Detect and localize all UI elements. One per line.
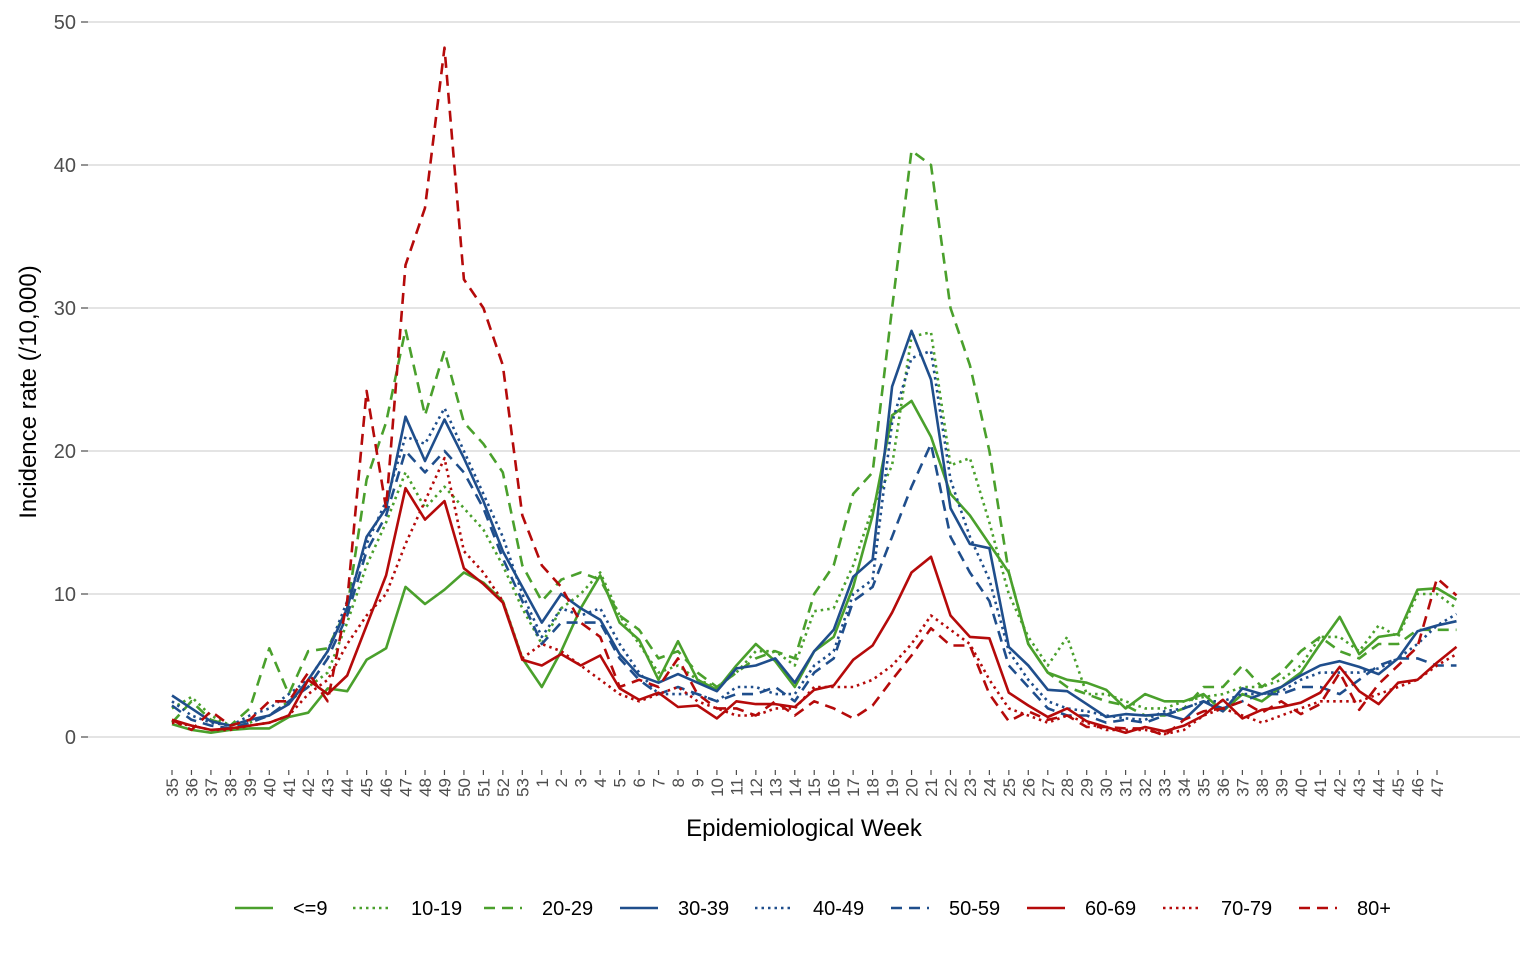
x-tick-label: 45 (1389, 778, 1408, 797)
x-tick-label: 35 (163, 778, 182, 797)
x-axis-title: Epidemiological Week (686, 815, 923, 842)
x-tick-label: 44 (338, 778, 357, 797)
y-tick-label: 50 (54, 12, 76, 34)
x-tick-label: 44 (1370, 778, 1389, 797)
series-line-2 (171, 330, 1458, 727)
x-tick-label: 53 (513, 778, 532, 797)
legend-label-9: 80+ (1357, 898, 1391, 920)
x-tick-label: 34 (1175, 778, 1194, 797)
x-tick-label: 19 (883, 778, 902, 797)
series-line-3 (171, 149, 1457, 727)
x-tick-label: 10 (708, 778, 727, 797)
x-tick-label: 43 (319, 778, 338, 797)
x-tick-label: 21 (922, 778, 941, 797)
x-tick-label: 46 (377, 778, 396, 797)
legend-label-2: 10-19 (411, 898, 462, 920)
x-tick-label: 41 (280, 778, 299, 797)
x-tick-label: 37 (202, 778, 221, 797)
x-tick-label: 38 (221, 778, 240, 797)
x-tick-label: 35 (1194, 778, 1213, 797)
x-tick-label: 36 (182, 778, 201, 797)
x-tick-label: 17 (844, 778, 863, 797)
x-tick-label: 2 (552, 778, 571, 787)
x-tick-label: 47 (397, 778, 416, 797)
x-tick-label: 40 (1292, 778, 1311, 797)
x-tick-label: 33 (1156, 778, 1175, 797)
legend-label-6: 50-59 (949, 898, 1000, 920)
x-tick-label: 5 (611, 778, 630, 787)
x-tick-label: 52 (494, 778, 513, 797)
x-tick-label: 13 (766, 778, 785, 797)
series-lines (171, 46, 1458, 737)
x-tick-label: 22 (941, 778, 960, 797)
x-tick-label: 36 (1214, 778, 1233, 797)
series-line-8 (171, 456, 1458, 736)
gridlines (88, 21, 1520, 738)
y-tick-label: 0 (65, 727, 76, 749)
x-tick-label: 51 (474, 778, 493, 797)
x-tick-label: 38 (1253, 778, 1272, 797)
x-tick-label: 7 (650, 778, 669, 787)
x-axis: 35 36 37 38 39 40 41 42 43 44 45 46 47 48 49 50 51 52 53 1 2… (163, 770, 1447, 797)
x-tick-label: 30 (1097, 778, 1116, 797)
x-tick-label: 45 (358, 778, 377, 797)
series-line-7 (171, 486, 1458, 735)
x-tick-label: 42 (299, 778, 318, 797)
x-tick-label: 47 (1428, 778, 1447, 797)
series-line-6 (171, 442, 1457, 730)
x-tick-label: 26 (1019, 778, 1038, 797)
x-tick-label: 49 (435, 778, 454, 797)
x-tick-label: 39 (241, 778, 260, 797)
y-tick-label: 30 (54, 298, 76, 320)
x-tick-label: 4 (591, 778, 610, 787)
y-axis: 0 10 20 30 40 50 (54, 12, 88, 749)
x-tick-label: 12 (747, 778, 766, 797)
x-tick-label: 37 (1233, 778, 1252, 797)
legend-label-1: <=9 (293, 898, 327, 920)
x-tick-label: 48 (416, 778, 435, 797)
y-tick-label: 10 (54, 584, 76, 606)
legend-label-8: 70-79 (1221, 898, 1272, 920)
y-tick-label: 40 (54, 155, 76, 177)
x-tick-label: 41 (1311, 778, 1330, 797)
x-tick-label: 1 (533, 778, 552, 787)
legend-label-3: 20-29 (542, 898, 593, 920)
x-tick-label: 46 (1409, 778, 1428, 797)
x-tick-label: 31 (1117, 778, 1136, 797)
x-tick-label: 29 (1078, 778, 1097, 797)
x-tick-label: 40 (260, 778, 279, 797)
x-tick-label: 24 (980, 778, 999, 797)
x-tick-label: 6 (630, 778, 649, 787)
x-tick-label: 43 (1350, 778, 1369, 797)
x-tick-label: 11 (727, 778, 746, 796)
x-tick-label: 25 (1000, 778, 1019, 797)
x-tick-label: 27 (1039, 778, 1058, 797)
x-tick-label: 42 (1331, 778, 1350, 797)
x-tick-label: 18 (864, 778, 883, 797)
x-tick-label: 8 (669, 778, 688, 787)
x-tick-label: 32 (1136, 778, 1155, 797)
x-tick-label: 39 (1272, 778, 1291, 797)
x-tick-label: 23 (961, 778, 980, 797)
x-tick-label: 50 (455, 778, 474, 797)
x-tick-label: 14 (786, 778, 805, 797)
x-tick-label: 3 (572, 778, 591, 787)
y-axis-title: Incidence rate (/10,000) (15, 265, 42, 519)
x-tick-label: 15 (805, 778, 824, 797)
series-line-9 (171, 46, 1458, 737)
legend-label-7: 60-69 (1085, 898, 1136, 920)
series-line-4 (171, 329, 1457, 727)
legend-label-5: 40-49 (813, 898, 864, 920)
legend: <=9 10-19 20-29 30-39 40-49 50-59 60-69 70-79 80… (235, 898, 1391, 920)
x-tick-label: 16 (825, 778, 844, 797)
x-tick-label: 9 (688, 778, 707, 787)
x-tick-label: 28 (1058, 778, 1077, 797)
y-tick-label: 20 (54, 441, 76, 463)
x-tick-label: 20 (903, 778, 922, 797)
legend-label-4: 30-39 (678, 898, 729, 920)
